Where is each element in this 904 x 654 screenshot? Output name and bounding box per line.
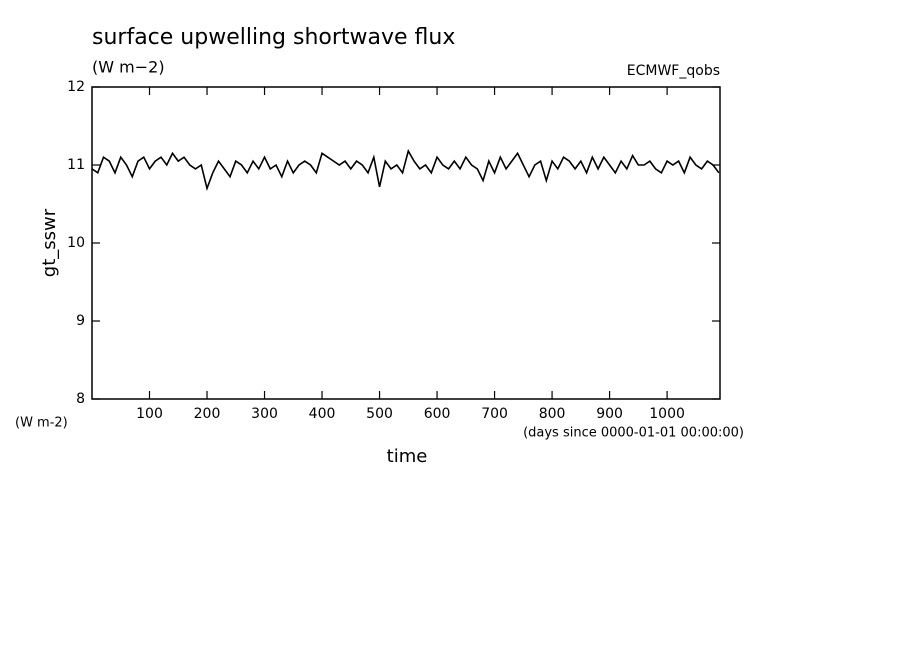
x-tick-label: 500 <box>366 406 393 422</box>
x-tick-label: 400 <box>309 406 336 422</box>
y-tick-label: 10 <box>67 235 85 251</box>
plot-frame <box>91 86 721 400</box>
x-tick-label: 700 <box>481 406 508 422</box>
x-tick-label: 100 <box>136 406 163 422</box>
x-tick-label: 300 <box>251 406 278 422</box>
annotation: ECMWF_qobs <box>627 63 720 79</box>
x-axis-label: time <box>387 446 428 467</box>
x-units: (days since 0000-01-01 00:00:00) <box>523 426 744 441</box>
x-tick-label: 200 <box>194 406 221 422</box>
y-units: (W m-2) <box>15 416 68 431</box>
y-tick-label: 11 <box>67 157 85 173</box>
y-tick-label: 8 <box>76 391 85 407</box>
x-tick-label: 1000 <box>649 406 685 422</box>
x-tick-label: 600 <box>424 406 451 422</box>
chart-title: surface upwelling shortwave flux <box>92 25 455 50</box>
y-axis-label: gt_sswr <box>39 208 60 277</box>
x-tick-label: 900 <box>596 406 623 422</box>
data-line <box>91 148 720 192</box>
y-tick-label: 12 <box>67 79 85 95</box>
x-tick-label: 800 <box>539 406 566 422</box>
y-tick-label: 9 <box>76 313 85 329</box>
chart-subtitle: (W m−2) <box>92 58 165 77</box>
